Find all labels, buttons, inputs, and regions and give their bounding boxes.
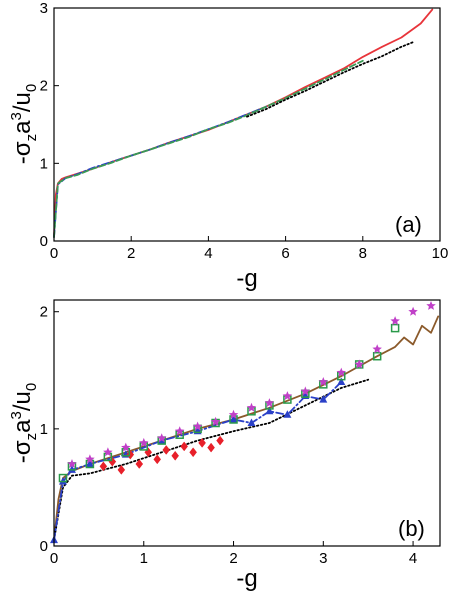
series-6-point xyxy=(264,398,275,408)
series-4-point xyxy=(216,435,224,446)
series-6-point xyxy=(139,437,149,447)
panel-a-y-axis-title: -σza3/u0 xyxy=(8,84,40,164)
x-tick-label: 10 xyxy=(432,245,449,262)
panel-a-x-axis-title: -g xyxy=(236,265,257,292)
panel-b-axes-frame xyxy=(53,299,441,547)
series-6-point xyxy=(85,454,95,464)
x-tick-label: 2 xyxy=(127,245,135,262)
series-5-point xyxy=(58,473,68,483)
series-4-point xyxy=(162,445,171,455)
series-6-point xyxy=(228,409,239,419)
y-tick-label: 3 xyxy=(40,0,48,17)
panel-a-y-ticks: 0 1 2 3 xyxy=(40,0,59,250)
series-3-point xyxy=(229,414,238,423)
series-6-point xyxy=(246,402,257,412)
series-3-point xyxy=(247,418,256,426)
panel-b-y-ticks: 0 1 2 xyxy=(40,304,59,555)
series-6-point xyxy=(336,367,346,377)
panel-b-x-ticks: 0 1 2 3 4 xyxy=(50,541,417,567)
series-4-point xyxy=(126,449,135,460)
panel-b-label: (b) xyxy=(398,516,425,541)
series-3-point xyxy=(85,459,94,467)
panel-a-label: (a) xyxy=(395,212,422,237)
panel-a-x-ticks: 0 2 4 6 8 10 xyxy=(50,236,449,262)
y-tick-label: 2 xyxy=(40,304,48,321)
series-6-point xyxy=(103,447,113,457)
x-tick-label: 6 xyxy=(281,245,289,262)
series-6-point xyxy=(318,377,329,386)
x-tick-label: 4 xyxy=(409,550,417,567)
series-6-point xyxy=(300,386,311,396)
series-6-point xyxy=(426,300,436,310)
x-tick-label: 0 xyxy=(50,245,58,262)
panel-b-y-axis-title: -σza3/u0 xyxy=(8,383,40,463)
panel-b-series-group xyxy=(50,300,440,544)
series-6-point xyxy=(210,416,221,426)
y-tick-label: 0 xyxy=(40,233,48,250)
y-tick-label: 1 xyxy=(40,421,48,438)
series-6-point xyxy=(192,421,203,431)
series-3-point xyxy=(319,395,328,403)
series-6-point xyxy=(67,459,77,468)
series-6-point xyxy=(408,306,418,316)
series-5-point xyxy=(372,351,382,361)
series-3-point xyxy=(337,377,346,385)
series-4-point xyxy=(198,438,206,448)
series-line-4 xyxy=(246,41,414,118)
series-4-point xyxy=(99,461,108,472)
y-tick-label: 1 xyxy=(40,155,48,172)
series-4-point xyxy=(207,442,215,453)
series-6-point xyxy=(390,316,400,326)
series-6-point xyxy=(354,359,364,369)
series-line-1 xyxy=(53,8,434,238)
series-4-point xyxy=(135,459,144,469)
series-line-2 xyxy=(53,378,370,541)
panel-b-x-axis-title: -g xyxy=(236,565,257,591)
series-6-point xyxy=(121,442,131,452)
x-tick-label: 3 xyxy=(319,550,327,567)
panel-a-axes-frame xyxy=(53,7,441,242)
x-tick-label: 2 xyxy=(229,550,237,567)
series-4-point xyxy=(189,447,197,458)
y-tick-label: 2 xyxy=(40,78,48,95)
panel-b-chart: 0 1 2 3 4 0 1 2 -g -σza3/u0 (b) xyxy=(8,299,441,591)
series-6-point xyxy=(282,391,293,401)
x-tick-label: 8 xyxy=(359,245,367,262)
series-5-point xyxy=(390,323,400,333)
y-tick-label: 0 xyxy=(40,538,48,555)
series-6-point xyxy=(157,433,167,443)
panel-a-series-group xyxy=(53,8,434,238)
series-6-point xyxy=(372,344,382,354)
series-3-point xyxy=(283,410,292,418)
series-4-point xyxy=(117,464,126,475)
series-line-3 xyxy=(53,59,364,238)
panel-a-chart: 0 2 4 6 8 10 0 1 2 3 -g -σza3/u0 (a) xyxy=(8,0,448,292)
series-4-point xyxy=(171,450,180,461)
x-tick-label: 0 xyxy=(50,550,58,567)
x-tick-label: 4 xyxy=(204,245,212,262)
series-6-point xyxy=(174,426,185,436)
x-tick-label: 1 xyxy=(140,550,148,567)
series-4-point xyxy=(153,454,162,465)
series-4-point xyxy=(180,441,188,452)
series-3-point xyxy=(265,406,274,415)
